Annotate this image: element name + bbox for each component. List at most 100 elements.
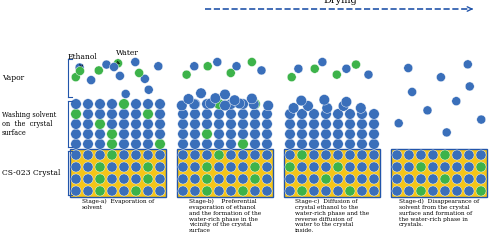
Circle shape	[190, 139, 200, 149]
Circle shape	[94, 139, 106, 149]
Circle shape	[178, 119, 188, 129]
Circle shape	[214, 129, 224, 139]
Circle shape	[296, 109, 308, 119]
Circle shape	[83, 162, 93, 172]
Circle shape	[72, 73, 80, 82]
Circle shape	[190, 62, 199, 71]
Circle shape	[284, 109, 296, 119]
Circle shape	[95, 174, 105, 184]
Text: Water: Water	[116, 49, 139, 64]
Circle shape	[155, 174, 165, 184]
Circle shape	[257, 66, 266, 75]
Circle shape	[121, 89, 130, 98]
Circle shape	[356, 103, 366, 113]
Circle shape	[83, 186, 93, 196]
Circle shape	[285, 174, 295, 184]
Text: CS-023 Crystal: CS-023 Crystal	[2, 169, 60, 177]
Circle shape	[118, 109, 130, 119]
Circle shape	[332, 129, 344, 139]
Circle shape	[119, 162, 129, 172]
Circle shape	[107, 162, 117, 172]
Circle shape	[250, 129, 260, 139]
Circle shape	[368, 129, 380, 139]
Circle shape	[202, 119, 212, 129]
Circle shape	[71, 150, 81, 160]
Circle shape	[238, 174, 248, 184]
Circle shape	[226, 162, 236, 172]
Circle shape	[202, 174, 212, 184]
Circle shape	[464, 60, 472, 69]
Circle shape	[476, 150, 486, 160]
Circle shape	[321, 162, 331, 172]
Circle shape	[356, 119, 368, 129]
Circle shape	[333, 162, 343, 172]
Circle shape	[320, 119, 332, 129]
Circle shape	[294, 64, 303, 73]
Circle shape	[189, 99, 200, 110]
Circle shape	[155, 186, 165, 196]
Circle shape	[408, 87, 416, 96]
Circle shape	[332, 119, 344, 129]
Circle shape	[206, 98, 216, 109]
Bar	[177, 149, 273, 197]
Circle shape	[333, 174, 343, 184]
Circle shape	[452, 174, 462, 184]
Circle shape	[308, 109, 320, 119]
Circle shape	[86, 76, 96, 85]
Circle shape	[288, 103, 299, 113]
Circle shape	[440, 162, 450, 172]
Circle shape	[442, 128, 451, 137]
Circle shape	[262, 186, 272, 196]
Circle shape	[95, 150, 105, 160]
Circle shape	[368, 109, 380, 119]
Circle shape	[404, 63, 413, 72]
Circle shape	[144, 85, 153, 94]
Circle shape	[226, 99, 236, 109]
Circle shape	[404, 174, 414, 184]
Circle shape	[369, 150, 379, 160]
Circle shape	[392, 150, 402, 160]
Circle shape	[142, 139, 154, 149]
Circle shape	[130, 139, 141, 149]
Text: Washing solvent
on  the  crystal
surface: Washing solvent on the crystal surface	[2, 111, 56, 137]
Circle shape	[178, 150, 188, 160]
Circle shape	[214, 150, 224, 160]
Circle shape	[106, 129, 118, 139]
Circle shape	[190, 186, 200, 196]
Circle shape	[345, 162, 355, 172]
Circle shape	[106, 99, 118, 109]
Circle shape	[130, 129, 141, 139]
Circle shape	[118, 139, 130, 149]
Circle shape	[226, 109, 236, 119]
Circle shape	[262, 119, 272, 129]
Circle shape	[416, 174, 426, 184]
Circle shape	[226, 186, 236, 196]
Circle shape	[155, 162, 165, 172]
Circle shape	[319, 95, 330, 105]
Circle shape	[154, 119, 166, 129]
Circle shape	[114, 59, 122, 68]
Circle shape	[284, 139, 296, 149]
Circle shape	[178, 129, 188, 139]
Circle shape	[310, 64, 319, 73]
Circle shape	[345, 150, 355, 160]
Circle shape	[94, 99, 106, 109]
Circle shape	[476, 162, 486, 172]
Circle shape	[357, 162, 367, 172]
Text: Stage-b)    Preferential
evaporation of ethanol
and the formation of the
water-r: Stage-b) Preferential evaporation of eth…	[189, 199, 261, 233]
Circle shape	[107, 174, 117, 184]
Circle shape	[476, 115, 486, 124]
Circle shape	[248, 99, 259, 110]
Circle shape	[119, 174, 129, 184]
Circle shape	[308, 129, 320, 139]
Circle shape	[248, 58, 256, 66]
Circle shape	[285, 186, 295, 196]
Circle shape	[154, 129, 166, 139]
Circle shape	[368, 139, 380, 149]
Circle shape	[262, 174, 272, 184]
Circle shape	[332, 109, 344, 119]
Circle shape	[226, 119, 236, 129]
Circle shape	[341, 97, 351, 107]
Circle shape	[202, 109, 212, 119]
Circle shape	[196, 88, 206, 99]
